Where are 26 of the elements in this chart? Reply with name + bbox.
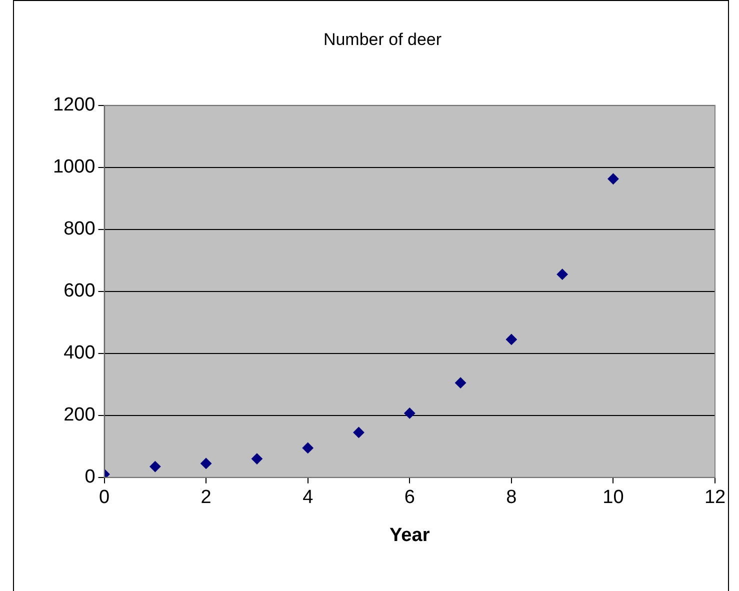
x-tick-label: 6 (404, 487, 415, 508)
y-tick-label: 1200 (52, 94, 96, 116)
x-tick-label: 8 (506, 487, 517, 508)
chart-title: Number of deer (323, 30, 442, 49)
point (200, 458, 212, 469)
y-tick-label: 800 (64, 218, 96, 240)
point (455, 377, 466, 388)
point (150, 461, 161, 472)
x-tick-label: 10 (602, 487, 624, 508)
point (556, 268, 568, 280)
point (608, 173, 619, 184)
x-tick-label: 4 (302, 487, 314, 508)
point (251, 453, 262, 464)
y-tick-label: 200 (64, 404, 96, 426)
y-tick-label: 0 (84, 466, 96, 488)
x-tick-label: 12 (704, 487, 726, 508)
y-tick-label: 1000 (52, 156, 96, 178)
point (353, 426, 364, 438)
x-axis-title: Year (390, 524, 430, 546)
y-tick-label: 600 (64, 280, 96, 302)
point (302, 442, 314, 454)
point (506, 334, 517, 345)
x-tick-label: 2 (200, 487, 212, 508)
point (404, 408, 416, 419)
y-tick-label: 400 (64, 342, 96, 364)
x-tick-label: 0 (98, 487, 110, 508)
